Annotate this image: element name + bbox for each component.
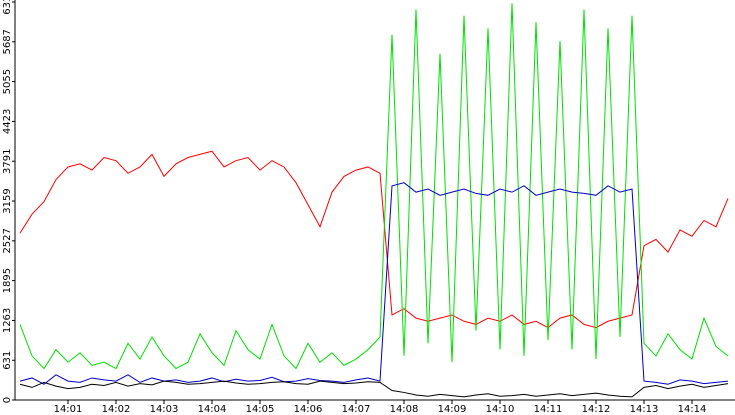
x-tick-label: 14:05 (246, 404, 275, 415)
y-tick-label: 5055 (2, 69, 13, 94)
y-tick-label: 3159 (2, 188, 13, 213)
y-tick-label: 1895 (2, 268, 13, 293)
x-tick-label: 14:13 (630, 404, 659, 415)
y-tick-label: 4423 (2, 109, 13, 134)
x-tick-label: 14:06 (294, 404, 323, 415)
x-tick-label: 14:01 (54, 404, 83, 415)
y-tick-label: 3791 (2, 148, 13, 173)
y-tick-label: 5687 (2, 29, 13, 54)
y-tick-label: 2527 (2, 228, 13, 253)
series-line (19, 380, 729, 398)
x-tick-label: 14:09 (438, 404, 467, 415)
y-tick-label: 1263 (2, 308, 13, 333)
y-tick-label: 6319 (2, 0, 13, 15)
x-tick-label: 14:08 (390, 404, 419, 415)
x-tick-label: 14:02 (102, 404, 131, 415)
x-tick-label: 14:11 (534, 404, 563, 415)
series-line (19, 182, 729, 385)
y-tick-label: 0 (2, 397, 13, 403)
x-tick-label: 14:04 (198, 404, 227, 415)
x-tick-label: 14:14 (678, 404, 707, 415)
series-line (19, 3, 729, 370)
x-tick-label: 14:03 (150, 404, 179, 415)
x-tick-label: 14:12 (582, 404, 611, 415)
x-tick-label: 14:10 (486, 404, 515, 415)
series-line (19, 150, 729, 329)
x-tick-label: 14:07 (342, 404, 371, 415)
y-tick-label: 631 (2, 351, 13, 370)
